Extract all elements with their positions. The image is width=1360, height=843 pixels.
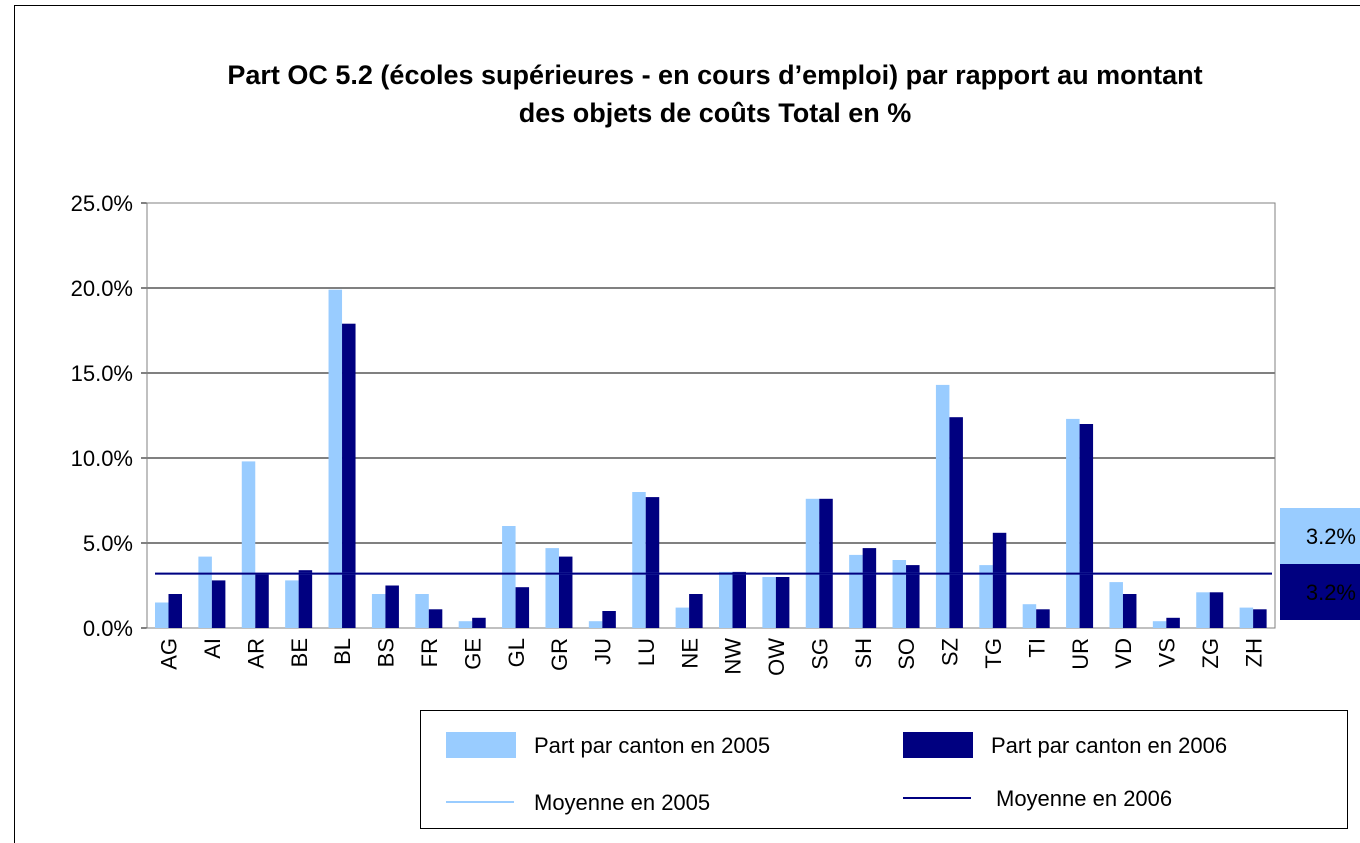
bar	[1036, 609, 1050, 628]
bar	[1196, 592, 1210, 628]
x-tick-label: ZG	[1198, 638, 1223, 669]
bar	[1079, 424, 1094, 628]
bar	[906, 565, 920, 628]
mean-label-box	[1280, 564, 1360, 620]
bar	[719, 571, 733, 628]
x-tick-label: UR	[1068, 638, 1093, 670]
bar	[819, 498, 833, 628]
bar	[385, 585, 399, 628]
x-tick-label: AR	[243, 638, 268, 669]
bar	[588, 621, 603, 628]
bar	[762, 577, 776, 628]
bar	[935, 384, 950, 628]
bar	[298, 570, 313, 628]
bar	[645, 497, 660, 628]
x-tick-label: FR	[417, 638, 442, 667]
bar	[515, 587, 530, 628]
legend-box	[420, 710, 1348, 829]
bar	[805, 498, 820, 628]
bar	[1066, 418, 1080, 628]
y-tick-label: 10.0%	[71, 446, 133, 471]
bar	[602, 611, 616, 628]
y-tick-label: 0.0%	[83, 616, 133, 641]
x-tick-label: VD	[1111, 638, 1136, 669]
bar	[849, 554, 863, 628]
bar	[342, 323, 356, 628]
x-tick-label: SG	[807, 638, 832, 670]
bar	[892, 560, 907, 628]
x-tick-label: TG	[981, 638, 1006, 669]
x-tick-label: ZH	[1241, 638, 1266, 667]
bar	[1209, 592, 1224, 628]
bar	[1166, 617, 1180, 628]
bar	[428, 609, 443, 628]
bar	[328, 289, 343, 628]
mean-label: 3.2%	[1306, 580, 1356, 605]
mean-label: 3.2%	[1306, 524, 1356, 549]
bar	[1253, 609, 1267, 628]
x-tick-label: NW	[721, 638, 746, 675]
x-tick-label: BS	[374, 638, 399, 667]
bar	[168, 594, 182, 628]
y-tick-label: 25.0%	[71, 191, 133, 216]
bar	[1022, 604, 1037, 628]
bar	[775, 577, 790, 628]
legend-label: Part par canton en 2006	[991, 733, 1227, 758]
x-tick-label: AG	[157, 638, 182, 670]
bar	[415, 594, 429, 628]
bar	[632, 492, 646, 628]
bar	[545, 548, 559, 628]
y-tick-label: 5.0%	[83, 531, 133, 556]
legend-label: Moyenne en 2006	[996, 786, 1172, 811]
x-tick-label: GR	[547, 638, 572, 671]
y-tick-label: 15.0%	[71, 361, 133, 386]
bar	[472, 617, 486, 628]
x-tick-label: GE	[460, 638, 485, 670]
x-tick-label: JU	[591, 638, 616, 665]
bar	[732, 571, 746, 628]
plot-area	[146, 202, 1276, 629]
bar	[155, 602, 169, 628]
bar	[1239, 607, 1254, 628]
bar	[371, 594, 386, 628]
x-tick-label: BE	[287, 638, 312, 667]
chart-title: Part OC 5.2 (écoles supérieures - en cou…	[227, 60, 1202, 128]
bar	[675, 607, 690, 628]
x-tick-label: LU	[634, 638, 659, 666]
x-tick-label: TI	[1024, 638, 1049, 658]
bar	[198, 556, 212, 628]
bar	[862, 548, 877, 628]
legend-swatch	[903, 732, 973, 758]
bar	[979, 565, 993, 628]
bar	[949, 417, 963, 628]
x-tick-label: GL	[504, 638, 529, 667]
x-tick-label: SZ	[938, 638, 963, 666]
bar	[285, 580, 299, 628]
bar	[211, 580, 226, 628]
x-tick-label: AI	[200, 638, 225, 659]
chart-frame	[14, 5, 1360, 843]
x-tick-label: SO	[894, 638, 919, 670]
x-tick-label: NE	[677, 638, 702, 669]
x-tick-label: OW	[764, 638, 789, 676]
x-tick-label: VS	[1155, 638, 1180, 667]
legend-label: Part par canton en 2005	[534, 733, 770, 758]
y-tick-label: 20.0%	[71, 276, 133, 301]
mean-label-box	[1280, 508, 1360, 564]
bar	[255, 573, 269, 628]
bar	[241, 461, 256, 628]
x-tick-label: BL	[330, 638, 355, 665]
legend-label: Moyenne en 2005	[534, 790, 710, 815]
bar	[1109, 582, 1123, 628]
bar	[1152, 621, 1167, 628]
bar	[558, 556, 573, 628]
x-tick-label: SH	[851, 638, 876, 669]
bar	[689, 594, 703, 628]
bar	[992, 532, 1007, 628]
bar	[458, 621, 473, 628]
legend-swatch	[446, 732, 516, 758]
bar	[502, 526, 516, 628]
bar	[1122, 594, 1137, 628]
